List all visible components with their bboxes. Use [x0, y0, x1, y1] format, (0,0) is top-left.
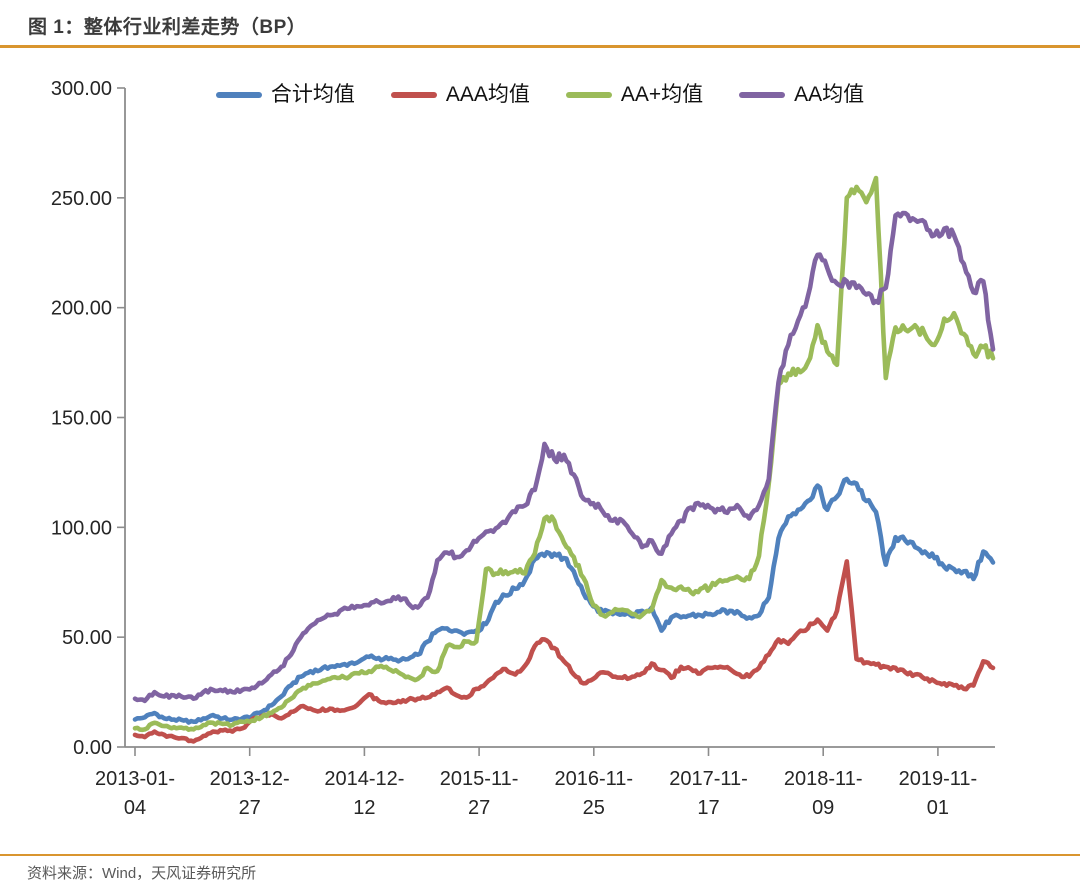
y-axis-tick-label: 300.00: [51, 78, 112, 100]
source-rule: [0, 854, 1080, 856]
x-axis-tick-label: 01: [927, 797, 949, 819]
x-axis-tick-label: 2013-12-: [210, 768, 290, 790]
legend-label: 合计均值: [270, 83, 355, 106]
x-axis-tick-label: 04: [124, 797, 146, 819]
y-axis-tick-label: 150.00: [51, 408, 112, 430]
y-axis-tick-label: 250.00: [51, 188, 112, 210]
x-axis-tick-label: 27: [468, 797, 490, 819]
x-axis-tick-label: 2017-11-: [669, 768, 748, 790]
chart-legend: 合计均值 AAA均值 AA+均值 AA均值: [0, 82, 1080, 108]
series-line-3: [132, 210, 996, 704]
y-axis-tick-label: 50.00: [62, 627, 112, 649]
title-rule: [0, 45, 1080, 48]
x-axis-tick-label: 2016-11-: [555, 768, 634, 790]
legend-item-1: AAA均值: [390, 82, 530, 108]
legend-swatch-icon: [215, 92, 262, 98]
x-axis-tick-label: 12: [353, 797, 375, 819]
x-axis-tick-label: 2018-11-: [784, 768, 863, 790]
legend-swatch-icon: [739, 92, 786, 98]
legend-label: AA均值: [794, 83, 865, 106]
legend-swatch-icon: [565, 92, 612, 98]
series-line-1: [132, 559, 996, 744]
x-axis-tick-label: 09: [812, 797, 834, 819]
x-axis-tick-label: 2014-12-: [324, 768, 404, 790]
x-axis-tick-label: 2019-11-: [899, 768, 978, 790]
y-axis-tick-label: 200.00: [51, 298, 112, 320]
legend-label: AA+均值: [620, 83, 704, 106]
figure-title: 图 1：整体行业利差走势（BP）: [28, 17, 307, 38]
legend-item-3: AA均值: [739, 82, 864, 108]
legend-swatch-icon: [390, 92, 437, 98]
x-axis-tick-label: 2015-11-: [440, 768, 519, 790]
legend-item-0: 合计均值: [215, 82, 355, 108]
source-note: 资料来源：Wind，天风证券研究所: [27, 865, 257, 882]
series-line-0: [132, 476, 996, 725]
legend-item-2: AA+均值: [565, 82, 704, 108]
y-axis-tick-label: 100.00: [51, 517, 112, 539]
x-axis-tick-label: 25: [583, 797, 605, 819]
y-axis-tick-label: 0.00: [73, 737, 112, 759]
x-axis-tick-label: 27: [239, 797, 261, 819]
x-axis-tick-label: 2013-01-: [95, 768, 175, 790]
legend-label: AAA均值: [445, 83, 530, 106]
x-axis-tick-label: 17: [697, 797, 719, 819]
series-line-2: [132, 175, 996, 733]
